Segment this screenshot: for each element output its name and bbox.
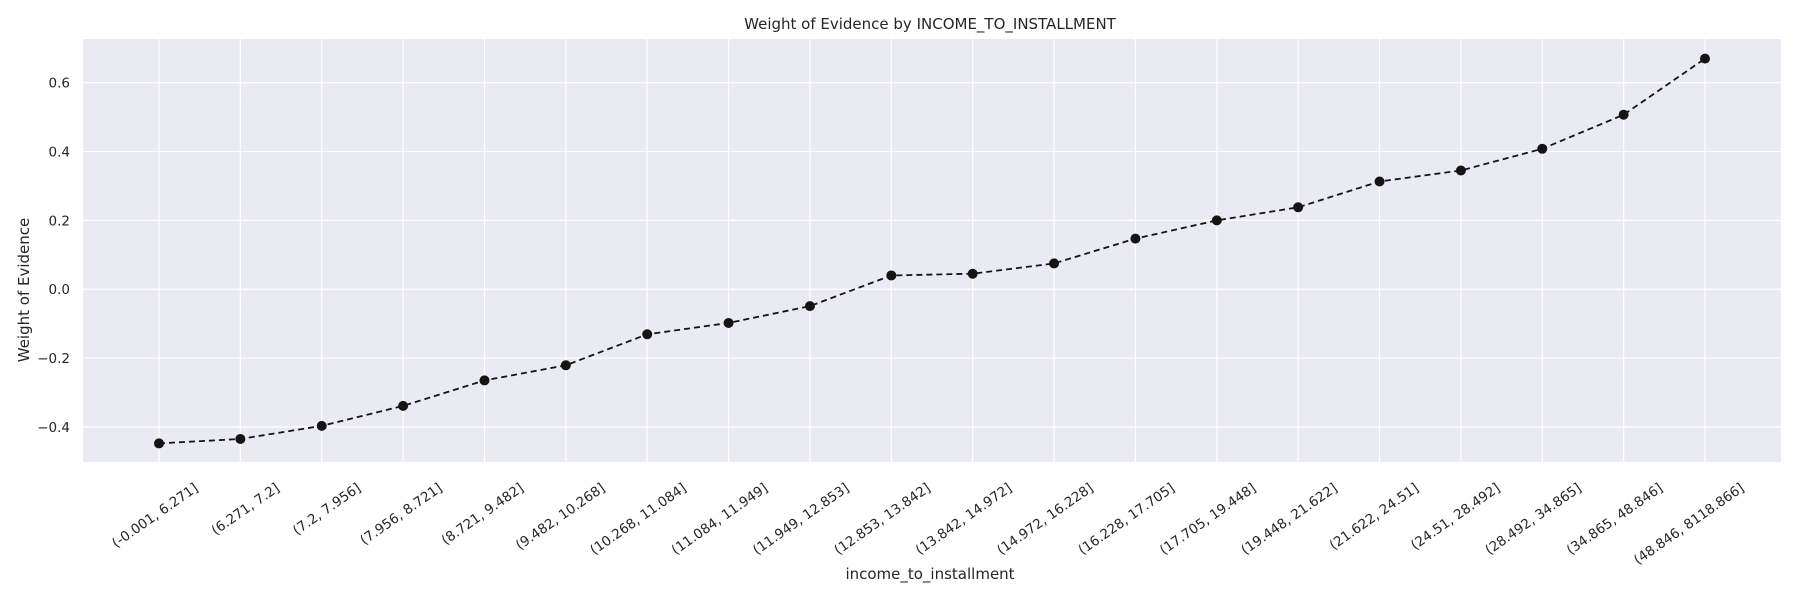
plot-area (83, 39, 1781, 462)
y-axis-label: Weight of Evidence (15, 218, 33, 363)
series-line (158, 57, 1706, 445)
data-point (316, 420, 327, 431)
data-point (1049, 258, 1060, 269)
x-tick-label: (6.271, 7.2] (209, 480, 283, 539)
data-point (154, 438, 164, 449)
data-point (1455, 165, 1466, 176)
y-tick-label: 0.4 (49, 145, 70, 161)
series-markers (154, 53, 1710, 449)
data-point (1130, 233, 1141, 244)
data-point (723, 317, 734, 328)
x-axis-ticks: (-0.001, 6.271] (6.271, 7.2] (7.2, 7.956](… (109, 480, 1747, 568)
data-point (1374, 176, 1385, 187)
x-tick-label: (7.956, 8.721] (357, 480, 445, 548)
data-point (235, 433, 246, 444)
data-point (804, 301, 815, 312)
data-point (398, 400, 409, 411)
y-axis-ticks: −0.4 −0.2 0.0 0.2 0.4 0.6 (37, 76, 70, 436)
y-tick-label: 0.0 (49, 282, 70, 298)
data-point (1700, 53, 1710, 64)
data-point (560, 360, 571, 371)
chart-title: Weight of Evidence by INCOME_TO_INSTALLM… (744, 15, 1117, 34)
data-point (967, 268, 978, 279)
x-tick-label: (21.622, 24.51] (1327, 480, 1422, 553)
x-tick-label: (7.2, 7.956] (290, 480, 364, 539)
gridlines (83, 39, 1781, 462)
data-point (642, 329, 653, 340)
data-point (1293, 202, 1304, 213)
data-point (1211, 215, 1222, 226)
x-axis-label: income_to_installment (845, 565, 1014, 584)
data-point (886, 270, 897, 281)
x-tick-label: (8.721, 9.482] (439, 480, 527, 548)
y-tick-label: 0.2 (49, 213, 70, 229)
y-tick-label: −0.4 (37, 420, 70, 436)
x-tick-label: (-0.001, 6.271] (109, 480, 201, 551)
y-tick-label: 0.6 (49, 76, 70, 92)
data-point (1537, 143, 1548, 154)
data-point (1618, 109, 1629, 120)
y-tick-label: −0.2 (37, 351, 70, 367)
data-point (479, 375, 490, 386)
